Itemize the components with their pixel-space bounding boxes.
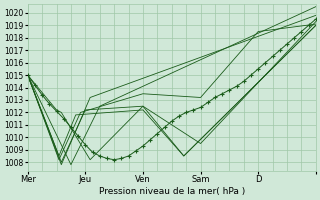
X-axis label: Pression niveau de la mer( hPa ): Pression niveau de la mer( hPa ) xyxy=(99,187,245,196)
